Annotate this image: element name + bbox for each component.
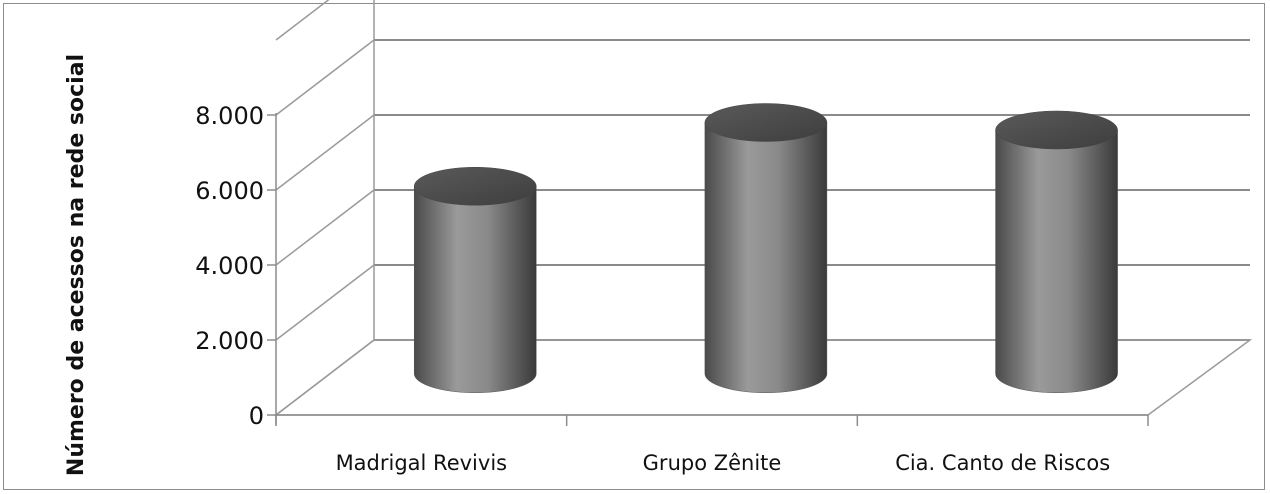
- y-tick-label: 0: [249, 402, 264, 430]
- gridline-side: [275, 0, 330, 41]
- x-tick-label: Grupo Zênite: [643, 451, 782, 475]
- y-axis-title: Número de acessos na rede social: [64, 54, 89, 476]
- bar: [413, 167, 537, 393]
- x-tick-label: Cia. Canto de Riscos: [895, 451, 1110, 475]
- chart-bars: [413, 103, 1118, 394]
- bar-top: [704, 103, 828, 142]
- y-tick-label: 2.000: [195, 327, 264, 355]
- bar-top: [995, 110, 1118, 150]
- bar-body: [995, 129, 1118, 394]
- gridline-side: [275, 189, 375, 266]
- gridline-side: [275, 264, 375, 341]
- bar: [704, 103, 828, 393]
- gridline-side: [275, 114, 375, 191]
- y-tick-label: 6.000: [195, 177, 264, 205]
- y-tick-label: 8.000: [195, 102, 264, 130]
- y-tick-label: 4.000: [195, 252, 264, 280]
- bar-top: [413, 167, 537, 206]
- bar: [995, 110, 1118, 394]
- x-tick-label: Madrigal Revivis: [336, 451, 508, 475]
- chart-labels: 0 2.000 4.000 6.000 8.000 Madrigal Revivis Gru…: [195, 102, 1110, 475]
- chart-axes: [267, 113, 1149, 426]
- gridline-side: [275, 39, 375, 116]
- bar-body: [413, 186, 537, 393]
- bar-body: [704, 122, 828, 393]
